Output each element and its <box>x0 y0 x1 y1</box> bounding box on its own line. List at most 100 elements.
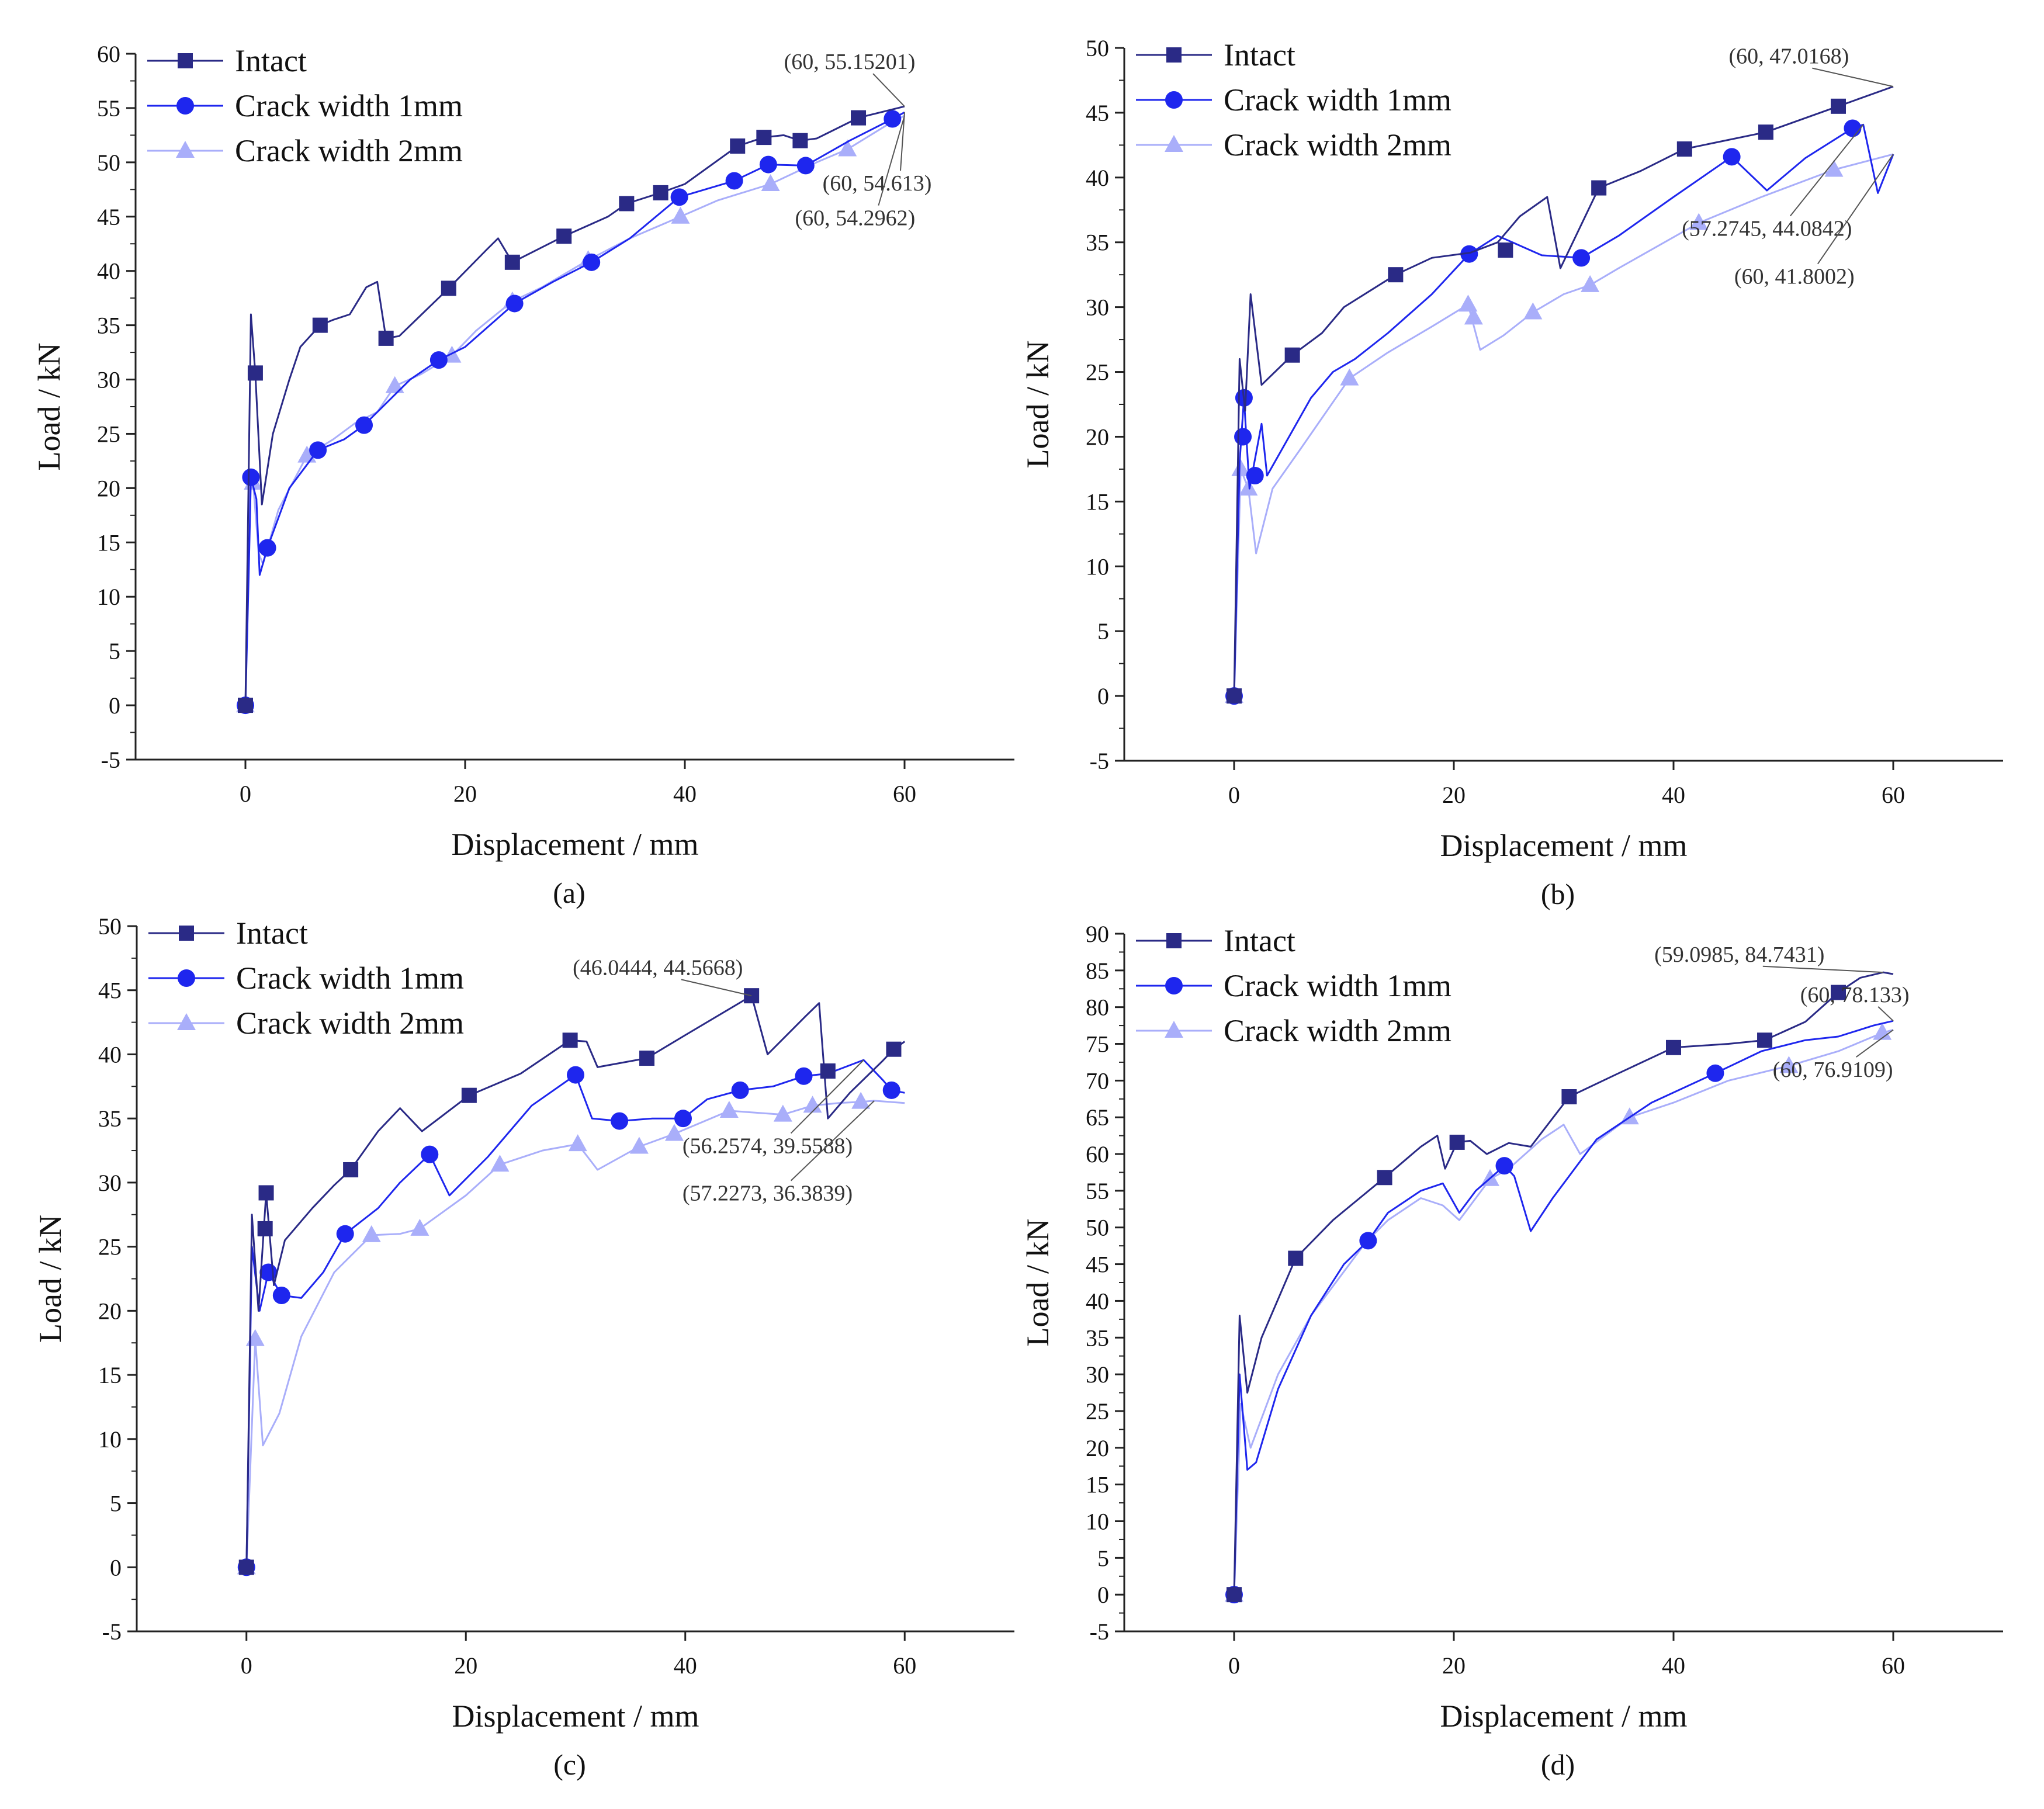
y-tick-label: 50 <box>1086 1215 1109 1241</box>
annotation-leader-line <box>878 115 905 206</box>
data-point-square <box>1227 1587 1242 1603</box>
data-point-square <box>247 365 263 381</box>
y-tick-label: 50 <box>1086 35 1109 61</box>
legend-label: Crack width 1mm <box>1224 968 1451 1003</box>
x-tick-label: 20 <box>453 781 477 807</box>
y-tick-label: 40 <box>98 1041 122 1068</box>
data-point-triangle <box>664 1124 684 1141</box>
y-tick-label: 0 <box>110 1554 122 1581</box>
data-point-square <box>792 133 808 148</box>
y-tick-label: 35 <box>98 1106 122 1132</box>
data-point-triangle <box>1458 294 1478 312</box>
data-point-triangle <box>1231 459 1250 476</box>
y-tick-label: 50 <box>97 150 120 176</box>
data-point-triangle <box>1824 160 1844 177</box>
panel-label: (b) <box>1541 878 1575 910</box>
data-point-triangle <box>1340 368 1359 386</box>
data-point-circle <box>1844 119 1862 137</box>
data-point-triangle <box>245 1329 265 1346</box>
data-point-square <box>1666 1039 1681 1055</box>
data-point-circle <box>795 1067 813 1085</box>
data-point-triangle <box>490 1155 510 1172</box>
data-point-circle <box>242 468 260 486</box>
series-line-circle <box>1233 1020 1894 1595</box>
y-tick-label: 25 <box>98 1234 122 1260</box>
annotation-leader-line <box>1762 965 1884 973</box>
y-tick-label: 45 <box>1086 100 1109 126</box>
data-point-triangle <box>671 206 690 224</box>
legend-marker-circle <box>1165 91 1183 109</box>
data-point-square <box>653 185 668 200</box>
data-label-annotation: (46.0444, 44.5668) <box>573 955 743 980</box>
data-point-triangle <box>1464 307 1483 325</box>
data-label-annotation: (60, 47.0168) <box>1728 44 1849 69</box>
data-point-circle <box>505 294 524 313</box>
x-axis-title: Displacement / mm <box>452 827 699 862</box>
x-tick-label: 40 <box>674 1652 697 1679</box>
y-tick-label: -5 <box>1090 748 1109 774</box>
annotation-leader-line <box>1812 67 1894 88</box>
y-tick-label: 20 <box>98 1298 122 1324</box>
data-point-square <box>1591 180 1607 196</box>
y-tick-label: 35 <box>1086 1325 1109 1351</box>
y-tick-label: 30 <box>1086 294 1109 321</box>
data-point-square <box>619 196 635 212</box>
data-point-square <box>820 1063 836 1079</box>
data-point-circle <box>1359 1232 1377 1250</box>
y-tick-label: 10 <box>1086 1508 1109 1534</box>
legend-marker-square <box>179 926 194 941</box>
data-point-square <box>461 1087 477 1103</box>
y-tick-label: 5 <box>110 1491 122 1517</box>
x-tick-label: 0 <box>1228 1652 1240 1679</box>
data-point-triangle <box>1779 1056 1799 1073</box>
data-label-annotation: (60, 54.613) <box>823 171 932 196</box>
legend-label: Intact <box>236 916 308 951</box>
y-tick-label: 0 <box>109 692 120 719</box>
data-point-square <box>1676 141 1692 157</box>
y-tick-label: 35 <box>97 313 120 339</box>
legend-marker-square <box>1166 933 1182 948</box>
data-point-circle <box>583 253 601 271</box>
series-line-triangle <box>245 1100 905 1568</box>
data-label-annotation: (60, 78.133) <box>1800 983 1910 1007</box>
data-label-annotation: (59.0985, 84.7431) <box>1654 942 1824 967</box>
x-tick-label: 40 <box>673 781 697 807</box>
x-axis-title: Displacement / mm <box>1440 1699 1688 1734</box>
data-point-triangle <box>1581 275 1600 292</box>
annotation-leader-line <box>1790 124 1864 217</box>
data-point-circle <box>272 1287 290 1305</box>
y-tick-label: 10 <box>97 584 120 610</box>
y-tick-label: 5 <box>109 638 120 664</box>
data-point-square <box>1831 985 1846 1000</box>
y-tick-label: 50 <box>98 913 122 940</box>
data-point-circle <box>731 1081 749 1099</box>
series-line-square <box>1233 85 1894 696</box>
data-point-triangle <box>851 1091 871 1109</box>
data-point-circle <box>336 1225 354 1243</box>
y-tick-label: 45 <box>1086 1252 1109 1278</box>
legend-marker-circle <box>176 97 194 115</box>
y-tick-label: 65 <box>1086 1104 1109 1131</box>
legend-marker-triangle <box>1165 1021 1183 1038</box>
y-tick-label: 30 <box>98 1170 122 1196</box>
data-point-triangle <box>385 376 404 393</box>
data-point-triangle <box>1239 479 1258 496</box>
y-tick-label: 5 <box>1097 1545 1109 1571</box>
x-tick-label: 60 <box>1882 782 1905 808</box>
legend-marker-square <box>1166 47 1182 63</box>
series-line-triangle <box>1233 153 1894 696</box>
y-tick-label: 45 <box>97 204 120 230</box>
y-tick-label: 10 <box>1086 553 1109 580</box>
data-point-triangle <box>761 174 780 192</box>
data-point-triangle <box>838 139 857 157</box>
legend-marker-square <box>178 53 193 68</box>
y-tick-label: 20 <box>1086 1435 1109 1461</box>
data-point-square <box>504 254 520 270</box>
data-point-square <box>1227 688 1242 704</box>
y-tick-label: -5 <box>101 747 120 773</box>
y-tick-label: 35 <box>1086 230 1109 256</box>
legend-label: Intact <box>1224 923 1295 958</box>
data-point-square <box>343 1162 359 1177</box>
data-point-circle <box>309 441 327 459</box>
